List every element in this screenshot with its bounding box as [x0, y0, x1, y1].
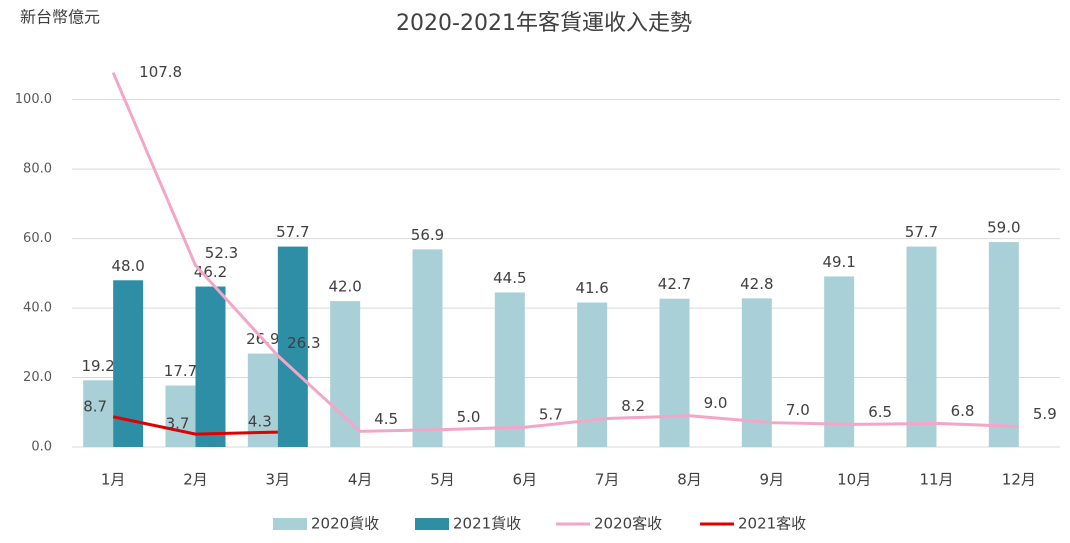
data-label: 19.2	[81, 357, 114, 375]
bar	[577, 302, 608, 447]
legend-label: 2020貨收	[311, 515, 379, 533]
legend-label: 2021貨收	[453, 515, 521, 533]
data-label: 5.0	[457, 408, 481, 426]
y-tick-label: 40.0	[23, 301, 52, 316]
x-tick-label: 12月	[1002, 471, 1036, 489]
line	[111, 71, 1019, 433]
bar	[165, 385, 196, 447]
y-axis-unit: 新台幣億元	[20, 8, 100, 27]
line	[112, 415, 278, 436]
chart-title: 2020-2021年客貨運收入走勢	[396, 11, 692, 36]
y-tick-label: 100.0	[15, 92, 52, 107]
data-label: 8.2	[621, 397, 645, 415]
x-tick-label: 7月	[595, 471, 620, 489]
bar	[330, 301, 361, 447]
data-label: 46.2	[194, 263, 227, 281]
data-label: 6.8	[951, 402, 975, 420]
data-label: 44.5	[493, 269, 526, 287]
y-tick-label: 60.0	[23, 231, 52, 246]
x-tick-label: 6月	[513, 471, 538, 489]
data-label: 48.0	[111, 257, 144, 275]
bar	[412, 249, 443, 447]
data-label: 107.8	[139, 63, 182, 81]
bar	[659, 298, 690, 447]
data-label: 57.7	[905, 223, 938, 241]
bar	[824, 276, 855, 447]
x-tick-label: 2月	[183, 471, 208, 489]
bar	[494, 292, 525, 447]
x-tick-label: 5月	[430, 471, 455, 489]
data-label: 8.7	[83, 397, 107, 415]
data-label: 7.0	[786, 401, 810, 419]
data-label: 9.0	[704, 394, 728, 412]
legend-label: 2021客收	[738, 515, 806, 533]
x-tick-label: 3月	[266, 471, 291, 489]
data-label: 5.9	[1033, 405, 1057, 423]
data-label: 57.7	[276, 223, 309, 241]
data-label: 6.5	[868, 403, 892, 421]
y-tick-label: 20.0	[23, 370, 52, 385]
y-tick-label: 0.0	[31, 440, 52, 455]
bar	[83, 380, 114, 447]
bar	[277, 246, 308, 447]
data-label: 3.7	[166, 415, 190, 433]
bar	[741, 298, 772, 447]
x-tick-label: 8月	[677, 471, 702, 489]
y-tick-label: 80.0	[23, 162, 52, 177]
data-label: 42.8	[740, 275, 773, 293]
x-tick-label: 11月	[919, 471, 953, 489]
data-label: 42.7	[658, 275, 691, 293]
legend-swatch	[415, 518, 449, 530]
legend-label: 2020客收	[594, 515, 662, 533]
legend-swatch	[273, 518, 307, 530]
data-label: 52.3	[205, 244, 238, 262]
data-label: 5.7	[539, 406, 563, 424]
data-label: 17.7	[164, 362, 197, 380]
data-label: 4.5	[374, 410, 398, 428]
data-label: 56.9	[411, 226, 444, 244]
data-label: 26.3	[287, 334, 320, 352]
data-label: 42.0	[328, 278, 361, 296]
x-tick-label: 4月	[348, 471, 373, 489]
bar	[195, 286, 226, 447]
bar	[988, 242, 1019, 447]
x-tick-label: 1月	[101, 471, 126, 489]
data-label: 41.6	[575, 279, 608, 297]
bar	[906, 246, 937, 447]
data-label: 59.0	[987, 219, 1020, 237]
x-tick-label: 9月	[760, 471, 785, 489]
data-label: 4.3	[248, 413, 272, 431]
data-label: 49.1	[822, 253, 855, 271]
x-tick-label: 10月	[837, 471, 871, 489]
